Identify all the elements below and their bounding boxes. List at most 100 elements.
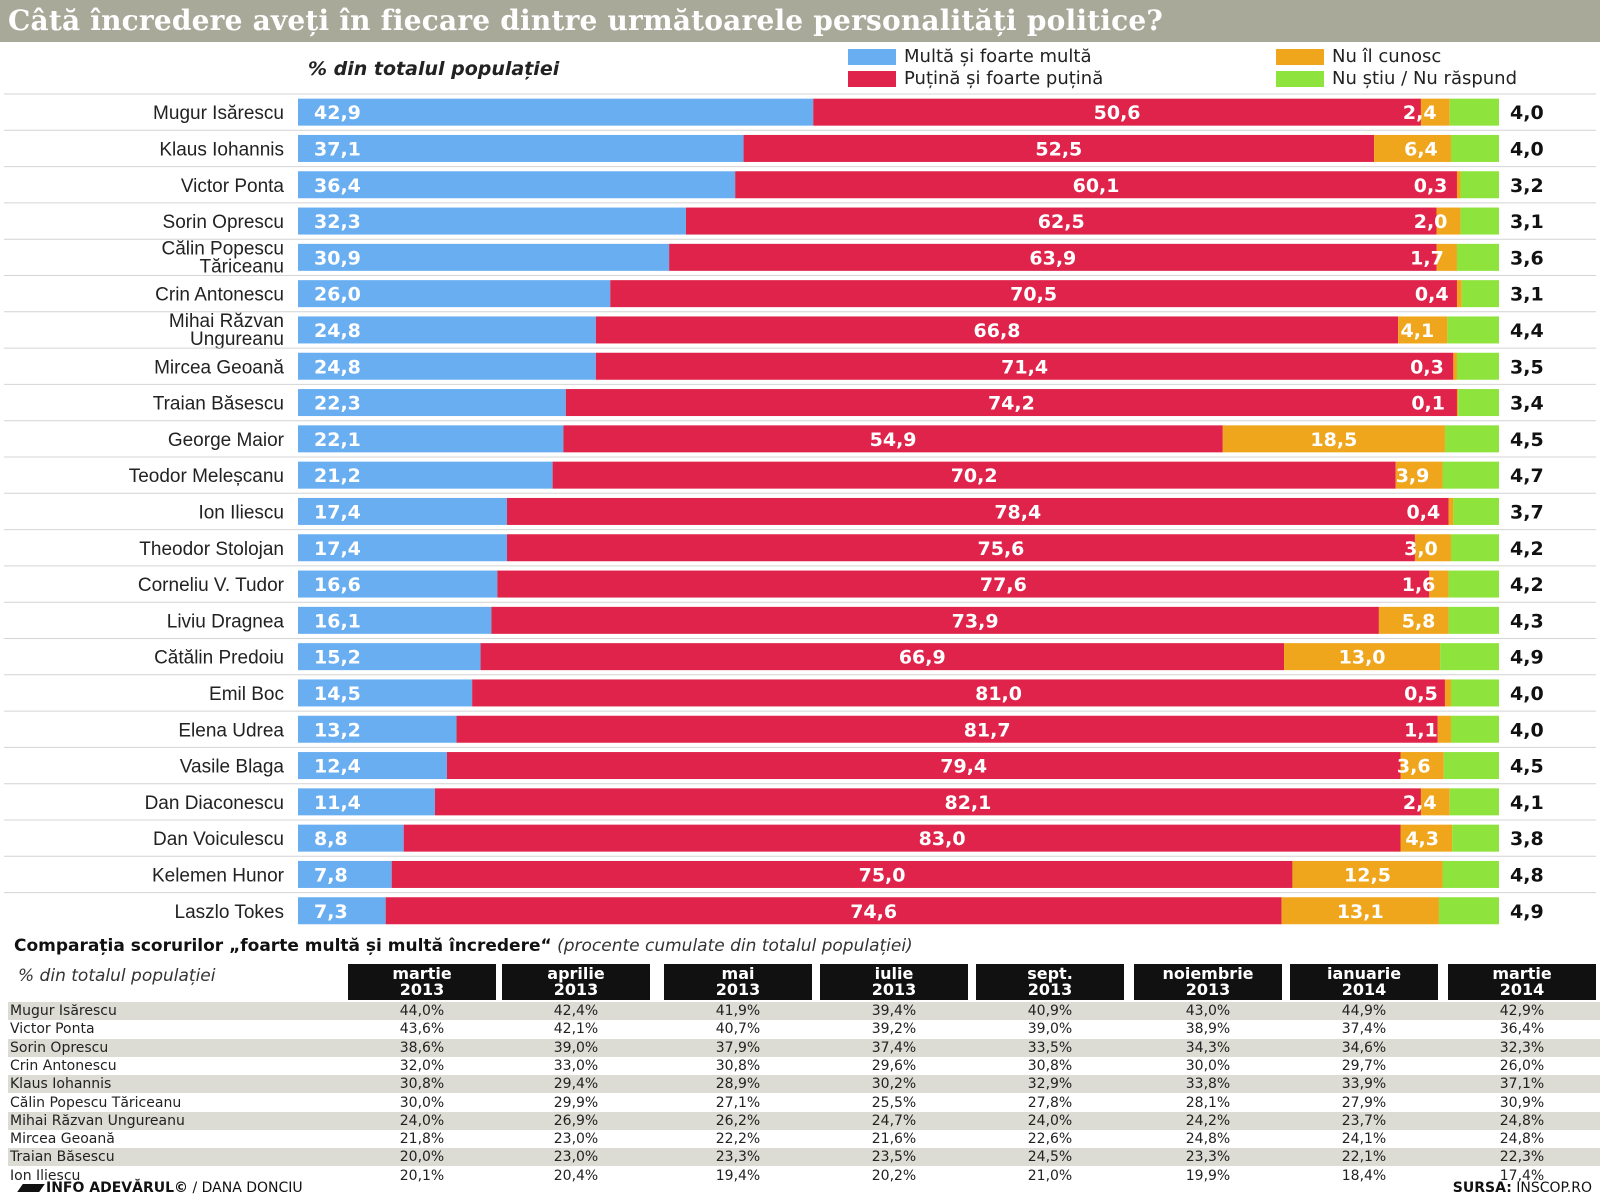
data-label: 75,0 xyxy=(859,864,906,886)
category-label: Cătălin Predoiu xyxy=(154,648,284,669)
bar-segment xyxy=(1420,98,1450,126)
category-label: Laszlo Tokes xyxy=(175,902,285,923)
table-cell: 26,0% xyxy=(1499,1057,1545,1074)
data-label: 81,0 xyxy=(975,683,1022,705)
table-cell: 27,1% xyxy=(715,1094,761,1111)
table-cell: 37,4% xyxy=(1341,1021,1387,1038)
data-label: 4,9 xyxy=(1510,901,1544,923)
data-label: 30,9 xyxy=(314,247,361,269)
table-cell: 32,0% xyxy=(399,1057,445,1074)
data-label: 60,1 xyxy=(1073,175,1120,197)
data-label: 3,7 xyxy=(1510,501,1544,523)
table-cell: 24,5% xyxy=(1027,1149,1073,1166)
data-label: 4,4 xyxy=(1510,320,1544,342)
bar-segment xyxy=(1429,570,1449,598)
table-header-line: 2014 xyxy=(1341,980,1387,999)
bar-segment xyxy=(497,570,1430,598)
table-cell: 25,5% xyxy=(871,1094,917,1111)
table-row-name: Ion Iliescu xyxy=(10,1167,81,1184)
data-label: 36,4 xyxy=(314,175,361,197)
data-label: 3,4 xyxy=(1510,393,1544,415)
data-label: 1,6 xyxy=(1402,574,1436,596)
bar-segment xyxy=(1436,207,1461,235)
table-cell: 41,9% xyxy=(715,1003,761,1019)
data-label: 81,7 xyxy=(964,719,1011,741)
bar-segment xyxy=(1284,643,1441,671)
table-row: Călin Popescu Tăriceanu 30,0% 29,9% 27,1% 25… xyxy=(8,1093,1600,1112)
category-label: Mircea Geoană xyxy=(154,357,284,378)
bar-segment xyxy=(735,171,1457,199)
table-cell: 30,8% xyxy=(399,1076,445,1093)
table-header-line: 2013 xyxy=(871,980,917,999)
table-cell: 21,6% xyxy=(871,1131,917,1148)
data-label: 2,4 xyxy=(1403,102,1437,124)
bar-segment xyxy=(298,171,736,199)
bar-segment xyxy=(298,352,596,380)
data-label: 4,0 xyxy=(1510,719,1544,741)
bar-segment xyxy=(298,207,686,235)
bar-segment xyxy=(1450,679,1499,707)
bar-segment xyxy=(1456,280,1462,308)
category-label: Dan Voiculescu xyxy=(153,829,284,850)
table-cell: 18,4% xyxy=(1341,1167,1387,1184)
data-label: 11,4 xyxy=(314,792,361,814)
bar-segment xyxy=(298,280,611,308)
table-cell: 33,9% xyxy=(1341,1076,1387,1093)
footer-source-label: SURSA: xyxy=(1452,1180,1512,1196)
data-label: 12,5 xyxy=(1344,864,1391,886)
footer-author: / DANA DONCIU xyxy=(188,1180,303,1196)
bar-segment xyxy=(1444,679,1451,707)
table-header: martie 2013 xyxy=(348,964,496,1000)
bar-segment xyxy=(1449,98,1499,126)
chart-subtitle: % din totalul populației xyxy=(308,58,560,80)
data-label: 17,4 xyxy=(314,501,361,523)
legend-item-nu-stiu: Nu știu / Nu răspund xyxy=(1276,68,1517,89)
table-cell: 30,2% xyxy=(871,1076,917,1093)
bar-segment xyxy=(298,497,507,525)
data-label: 4,1 xyxy=(1510,792,1544,814)
data-label: 52,5 xyxy=(1035,138,1082,160)
category-label: Victor Ponta xyxy=(181,176,285,197)
table-cell: 39,4% xyxy=(871,1003,917,1019)
data-label: 78,4 xyxy=(994,501,1041,523)
data-label: 3,2 xyxy=(1510,175,1544,197)
data-label: 74,6 xyxy=(850,901,897,923)
data-label: 2,4 xyxy=(1403,792,1437,814)
legend-swatch-blue xyxy=(848,48,896,65)
table-row: Klaus Iohannis 30,8% 29,4% 28,9% 30,2% 32,9% 3… xyxy=(8,1075,1600,1094)
table-cell: 21,8% xyxy=(399,1131,445,1148)
data-label: 77,6 xyxy=(980,574,1027,596)
table-cell: 24,1% xyxy=(1341,1131,1387,1148)
bar-segment xyxy=(506,534,1415,562)
category-label: Elena Udrea xyxy=(178,720,284,741)
table-cell: 23,3% xyxy=(715,1149,761,1166)
table-row-name: Mircea Geoană xyxy=(10,1131,115,1148)
data-label: 4,3 xyxy=(1510,610,1544,632)
table-cell: 23,0% xyxy=(553,1131,599,1148)
stacked-bar-chart: Mugur Isărescu 42,9 50,6 2,4 4,0 Klaus Iohann… xyxy=(4,93,1596,925)
data-label: 50,6 xyxy=(1094,102,1141,124)
data-label: 24,8 xyxy=(314,320,361,342)
table-cell: 37,1% xyxy=(1499,1076,1545,1093)
category-label: Klaus Iohannis xyxy=(159,139,284,160)
bar-segment xyxy=(1437,715,1451,743)
table-cell: 24,0% xyxy=(399,1112,445,1129)
bar-segment xyxy=(298,425,564,453)
table-cell: 33,0% xyxy=(553,1057,599,1074)
data-label: 15,2 xyxy=(314,647,361,669)
table-cell: 43,6% xyxy=(399,1021,445,1038)
data-label: 17,4 xyxy=(314,538,361,560)
table-cell: 40,9% xyxy=(1027,1003,1073,1019)
bar-segment xyxy=(595,316,1399,344)
data-label: 4,0 xyxy=(1510,138,1544,160)
bar-segment xyxy=(1456,171,1461,199)
data-label: 3,6 xyxy=(1397,756,1431,778)
category-label: Dan Diaconescu xyxy=(145,793,284,814)
table-cell: 29,9% xyxy=(553,1094,599,1111)
table-header-line: 2013 xyxy=(399,980,445,999)
table-cell: 20,2% xyxy=(871,1167,917,1184)
table-cell: 17,4% xyxy=(1499,1167,1545,1184)
bar-segment xyxy=(1453,352,1457,380)
table-cell: 20,1% xyxy=(399,1167,445,1184)
table-cell: 29,6% xyxy=(871,1057,917,1074)
